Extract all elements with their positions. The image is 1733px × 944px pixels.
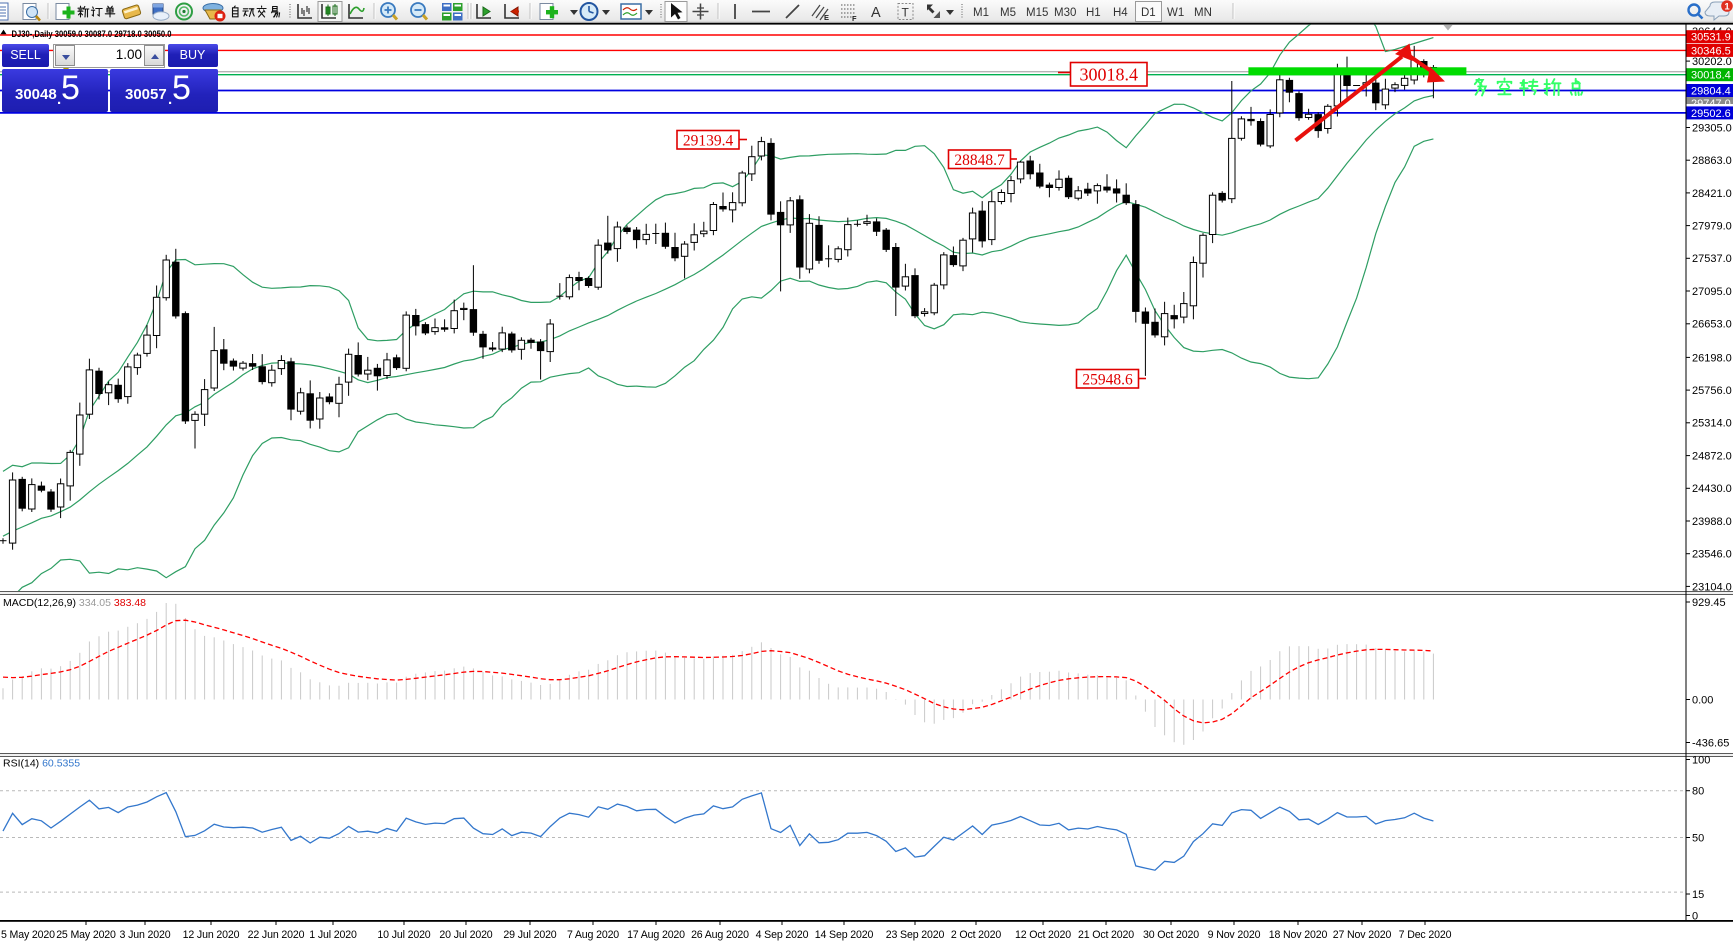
svg-text:2 Oct 2020: 2 Oct 2020 [951, 929, 1002, 941]
svg-text:29305.0: 29305.0 [1692, 122, 1732, 134]
svg-text:M30: M30 [1054, 7, 1076, 19]
svg-text:21 Oct 2020: 21 Oct 2020 [1078, 929, 1134, 941]
svg-text:30 Oct 2020: 30 Oct 2020 [1143, 929, 1199, 941]
svg-text:F: F [852, 14, 857, 23]
svg-text:25756.0: 25756.0 [1692, 385, 1732, 397]
svg-text:23988.0: 23988.0 [1692, 516, 1732, 528]
svg-text:15: 15 [1692, 889, 1704, 901]
svg-text:26 Aug 2020: 26 Aug 2020 [691, 929, 749, 941]
svg-text:26198.0: 26198.0 [1692, 352, 1732, 364]
svg-text:DJ30-,Daily 30059.0 30087.0 2: DJ30-,Daily 30059.0 30087.0 29718.0 3005… [12, 29, 172, 40]
svg-text:29804.4: 29804.4 [1691, 86, 1731, 98]
svg-text:17 Aug 2020: 17 Aug 2020 [627, 929, 685, 941]
svg-text:27095.0: 27095.0 [1692, 286, 1732, 298]
svg-text:29502.6: 29502.6 [1691, 108, 1731, 120]
svg-text:30346.5: 30346.5 [1691, 45, 1731, 57]
svg-text:T: T [902, 6, 910, 20]
svg-text:29139.4: 29139.4 [683, 132, 734, 149]
svg-text:M15: M15 [1026, 7, 1048, 19]
svg-text:25948.6: 25948.6 [1082, 371, 1133, 388]
svg-text:RSI(14) 60.5355: RSI(14) 60.5355 [3, 758, 80, 770]
svg-text:MN: MN [1194, 7, 1212, 19]
svg-text:5 May 2020: 5 May 2020 [1, 929, 55, 941]
svg-text:3 Jun 2020: 3 Jun 2020 [120, 929, 171, 941]
svg-text:E: E [824, 13, 829, 22]
svg-text:24872.0: 24872.0 [1692, 451, 1732, 463]
svg-text:M1: M1 [973, 7, 989, 19]
svg-text:0: 0 [1692, 910, 1698, 922]
svg-text:7 Dec 2020: 7 Dec 2020 [1399, 929, 1452, 941]
svg-text:27979.0: 27979.0 [1692, 221, 1732, 233]
svg-text:W1: W1 [1167, 7, 1184, 19]
svg-text:MACD(12,26,9) 334.05 383.48: MACD(12,26,9) 334.05 383.48 [3, 597, 146, 609]
svg-text:25 May 2020: 25 May 2020 [56, 929, 116, 941]
svg-text:23546.0: 23546.0 [1692, 549, 1732, 561]
svg-text:M5: M5 [1000, 7, 1016, 19]
svg-text:A: A [871, 5, 881, 21]
svg-text:-436.65: -436.65 [1692, 737, 1729, 749]
svg-text:10 Jul 2020: 10 Jul 2020 [377, 929, 430, 941]
svg-text:9 Nov 2020: 9 Nov 2020 [1208, 929, 1261, 941]
svg-text:H4: H4 [1113, 7, 1128, 19]
svg-text:4 Sep 2020: 4 Sep 2020 [756, 929, 809, 941]
svg-text:50: 50 [1692, 832, 1704, 844]
svg-text:27 Nov 2020: 27 Nov 2020 [1333, 929, 1392, 941]
svg-text:7 Aug 2020: 7 Aug 2020 [567, 929, 619, 941]
svg-text:D1: D1 [1141, 7, 1156, 19]
svg-text:12 Jun 2020: 12 Jun 2020 [183, 929, 240, 941]
svg-text:20 Jul 2020: 20 Jul 2020 [439, 929, 492, 941]
svg-text:23 Sep 2020: 23 Sep 2020 [886, 929, 945, 941]
svg-text:29 Jul 2020: 29 Jul 2020 [503, 929, 556, 941]
svg-text:929.45: 929.45 [1692, 597, 1726, 609]
svg-text:1: 1 [1724, 2, 1730, 13]
svg-text:26653.0: 26653.0 [1692, 319, 1732, 331]
svg-text:22 Jun 2020: 22 Jun 2020 [248, 929, 305, 941]
svg-text:27537.0: 27537.0 [1692, 253, 1732, 265]
svg-text:28421.0: 28421.0 [1692, 188, 1732, 200]
svg-text:24430.0: 24430.0 [1692, 483, 1732, 495]
svg-text:23104.0: 23104.0 [1692, 581, 1732, 593]
svg-text:30018.4: 30018.4 [1691, 70, 1731, 82]
svg-text:14 Sep 2020: 14 Sep 2020 [815, 929, 874, 941]
svg-text:28848.7: 28848.7 [954, 152, 1005, 169]
svg-text:80: 80 [1692, 786, 1704, 798]
svg-text:18 Nov 2020: 18 Nov 2020 [1269, 929, 1328, 941]
svg-text:H1: H1 [1086, 7, 1101, 19]
svg-text:30202.0: 30202.0 [1692, 56, 1732, 68]
svg-text:25314.0: 25314.0 [1692, 418, 1732, 430]
svg-text:30018.4: 30018.4 [1080, 65, 1139, 85]
svg-text:1 Jul 2020: 1 Jul 2020 [309, 929, 357, 941]
svg-text:29747.0: 29747.0 [1691, 98, 1731, 110]
svg-text:28863.0: 28863.0 [1692, 155, 1732, 167]
svg-text:30531.9: 30531.9 [1691, 32, 1731, 44]
svg-text:100: 100 [1692, 754, 1710, 766]
svg-text:12 Oct 2020: 12 Oct 2020 [1015, 929, 1071, 941]
svg-text:0.00: 0.00 [1692, 694, 1713, 706]
